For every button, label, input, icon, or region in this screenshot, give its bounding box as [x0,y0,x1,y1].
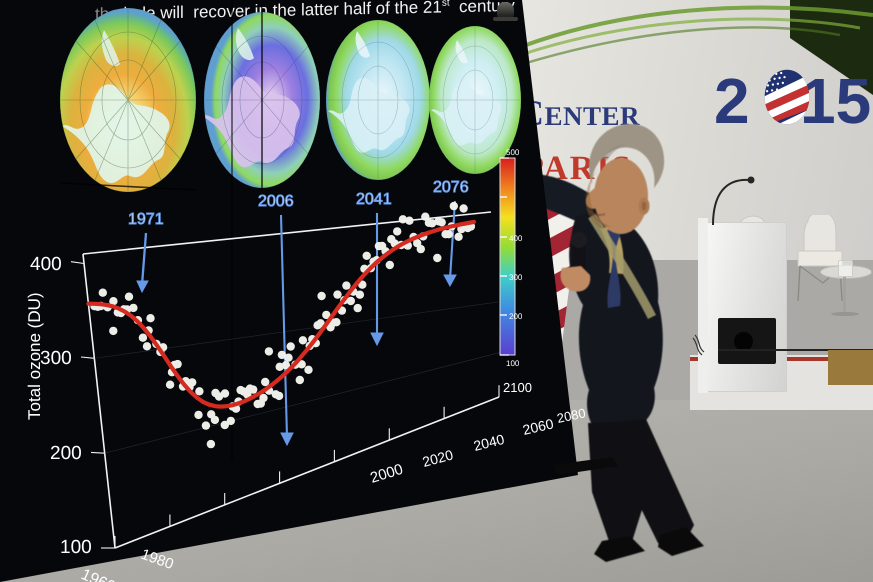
svg-text:500: 500 [506,148,520,157]
svg-text:400: 400 [509,234,523,243]
svg-text:300: 300 [509,273,523,282]
svg-text:200: 200 [509,312,523,321]
svg-text:100: 100 [506,359,520,368]
